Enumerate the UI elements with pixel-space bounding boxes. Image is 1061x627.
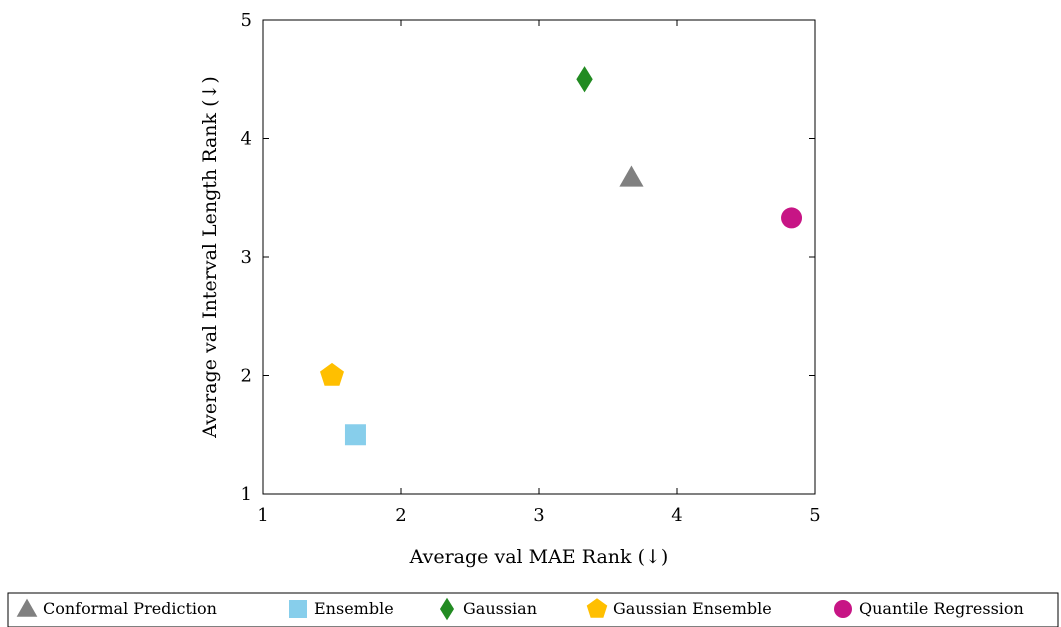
data-point-gaussian [576, 66, 593, 93]
data-points [320, 66, 803, 446]
y-tick-label: 5 [241, 10, 252, 31]
y-tick-label: 3 [241, 247, 252, 268]
x-tick-label: 4 [671, 505, 682, 526]
legend-label-ensemble: Ensemble [314, 599, 394, 618]
y-axis-ticks: 1 2 3 4 5 [241, 10, 815, 505]
legend-marker-gaussian [439, 597, 455, 621]
legend-label-gaussian-ensemble: Gaussian Ensemble [613, 599, 772, 618]
legend-label-gaussian: Gaussian [463, 599, 537, 618]
legend: Conformal Prediction Ensemble Gaussian Gaus… [16, 597, 1024, 621]
legend-marker-quantile-regression [834, 600, 852, 618]
legend-label-quantile-regression: Quantile Regression [859, 599, 1024, 618]
legend-marker-ensemble [289, 600, 307, 618]
plot-frame [262, 19, 816, 495]
data-point-quantile-regression [781, 207, 803, 229]
data-point-gaussian-ensemble [320, 362, 344, 386]
legend-marker-gaussian-ensemble [586, 598, 608, 618]
x-axis-ticks: 1 2 3 4 5 [257, 20, 821, 526]
y-axis-label: Average val Interval Length Rank (↓) [199, 76, 221, 439]
y-tick-label: 4 [241, 129, 252, 150]
data-point-ensemble [344, 424, 366, 446]
y-tick-label: 2 [241, 366, 252, 387]
legend-box [7, 592, 1059, 627]
data-point-conformal-prediction [619, 165, 644, 187]
legend-marker-conformal-prediction [16, 598, 38, 617]
x-tick-label: 1 [257, 505, 268, 526]
legend-label-conformal-prediction: Conformal Prediction [43, 599, 217, 618]
y-tick-label: 1 [241, 484, 252, 505]
x-tick-label: 3 [533, 505, 544, 526]
x-axis-label: Average val MAE Rank (↓) [409, 546, 669, 568]
x-tick-label: 2 [395, 505, 406, 526]
x-tick-label: 5 [809, 505, 820, 526]
